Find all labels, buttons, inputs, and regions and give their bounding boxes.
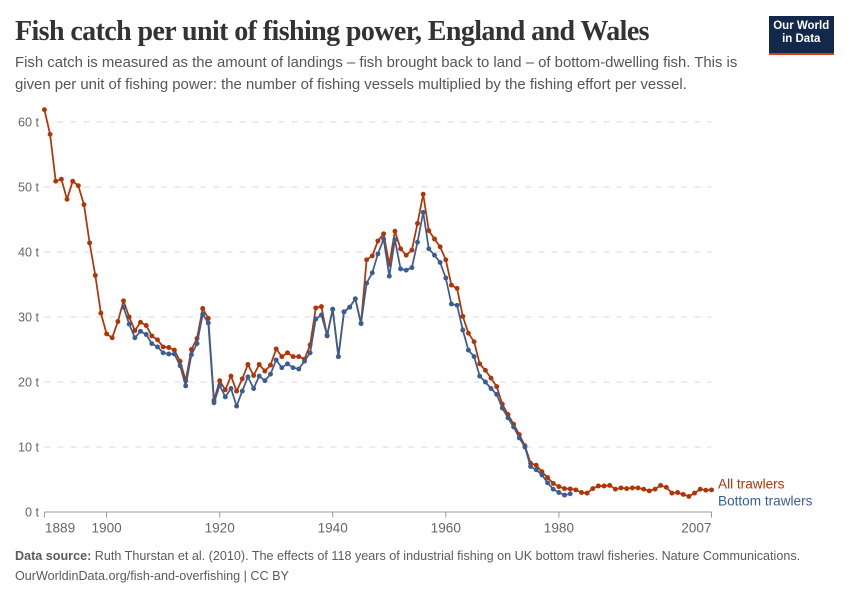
svg-text:1889: 1889 [45,521,75,536]
svg-text:1920: 1920 [205,521,236,536]
svg-text:60 t: 60 t [18,116,40,130]
svg-text:20 t: 20 t [18,376,40,390]
svg-text:1900: 1900 [91,521,122,536]
svg-text:0 t: 0 t [25,506,40,520]
svg-text:Bottom trawlers: Bottom trawlers [718,494,813,509]
svg-text:30 t: 30 t [18,311,40,325]
svg-text:All trawlers: All trawlers [718,477,785,492]
svg-text:1960: 1960 [431,521,462,536]
svg-text:40 t: 40 t [18,246,40,260]
svg-text:50 t: 50 t [18,181,40,195]
svg-text:2007: 2007 [681,521,711,536]
svg-text:1980: 1980 [544,521,575,536]
svg-text:1940: 1940 [318,521,349,536]
svg-text:10 t: 10 t [18,441,40,455]
